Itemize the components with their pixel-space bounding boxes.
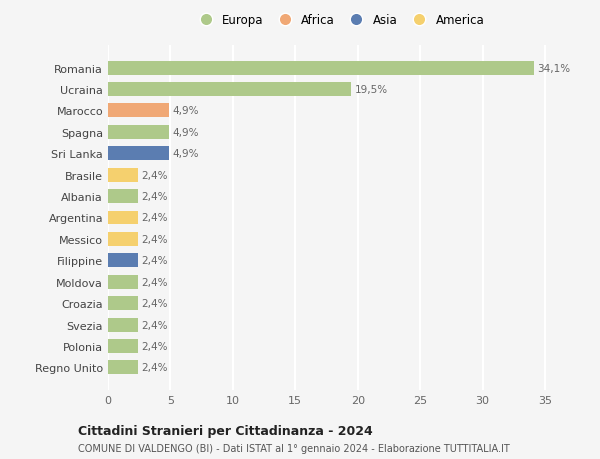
Bar	[108, 297, 138, 310]
Bar	[108, 83, 352, 97]
Bar	[108, 104, 169, 118]
Bar	[108, 147, 169, 161]
Text: Cittadini Stranieri per Cittadinanza - 2024: Cittadini Stranieri per Cittadinanza - 2…	[78, 424, 373, 437]
Bar	[108, 211, 138, 225]
Bar	[108, 254, 138, 268]
Text: 2,4%: 2,4%	[142, 341, 168, 351]
Bar	[108, 361, 138, 375]
Text: 2,4%: 2,4%	[142, 277, 168, 287]
Text: 2,4%: 2,4%	[142, 235, 168, 244]
Bar	[108, 190, 138, 204]
Text: 2,4%: 2,4%	[142, 192, 168, 202]
Text: 2,4%: 2,4%	[142, 320, 168, 330]
Bar	[108, 232, 138, 246]
Text: 2,4%: 2,4%	[142, 256, 168, 266]
Bar	[108, 168, 138, 182]
Text: 2,4%: 2,4%	[142, 213, 168, 223]
Bar	[108, 339, 138, 353]
Bar	[108, 62, 534, 75]
Legend: Europa, Africa, Asia, America: Europa, Africa, Asia, America	[194, 14, 484, 27]
Text: 2,4%: 2,4%	[142, 170, 168, 180]
Text: COMUNE DI VALDENGO (BI) - Dati ISTAT al 1° gennaio 2024 - Elaborazione TUTTITALI: COMUNE DI VALDENGO (BI) - Dati ISTAT al …	[78, 443, 510, 453]
Text: 34,1%: 34,1%	[538, 63, 571, 73]
Text: 19,5%: 19,5%	[355, 85, 388, 95]
Text: 2,4%: 2,4%	[142, 298, 168, 308]
Text: 4,9%: 4,9%	[173, 128, 199, 138]
Text: 2,4%: 2,4%	[142, 363, 168, 373]
Bar	[108, 275, 138, 289]
Text: 4,9%: 4,9%	[173, 106, 199, 116]
Bar	[108, 126, 169, 140]
Text: 4,9%: 4,9%	[173, 149, 199, 159]
Bar	[108, 318, 138, 332]
